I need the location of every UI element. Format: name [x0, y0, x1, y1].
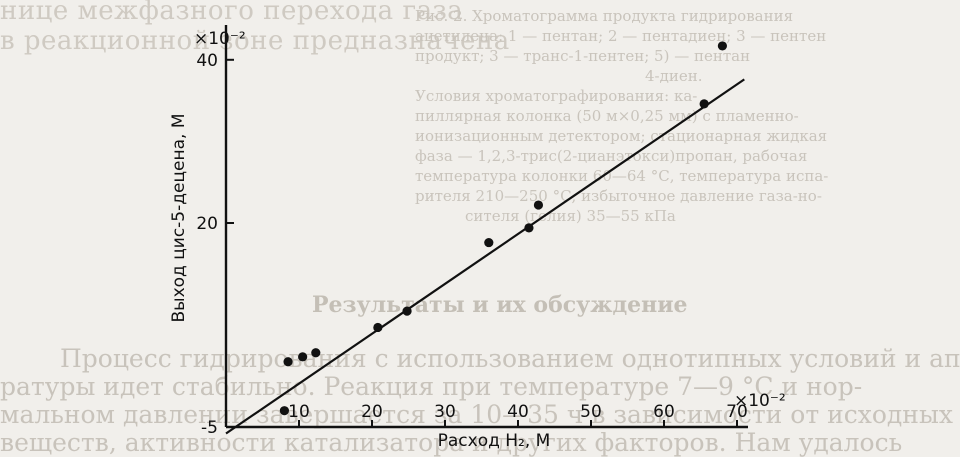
data-point — [279, 406, 289, 416]
caption-line: продукт; 3 — транс-1-пентен; 5) — пентан — [415, 47, 751, 65]
method-line: температура колонки 60—64 °С, температур… — [415, 167, 829, 185]
caption-line: 4-диен. — [645, 67, 703, 85]
caption-line: ацетилена: 1 — пентан; 2 — пентадиен; 3 … — [415, 27, 827, 45]
caption-line: Рис. 2. Хроматограмма продукта гидрирова… — [415, 7, 794, 25]
data-points — [279, 41, 728, 416]
method-line: фаза — 1,2,3-трис(2-цианэтокси)пропан, р… — [415, 147, 808, 165]
method-line: рителя 210—250 °С, избыточное давление г… — [415, 187, 822, 205]
x-tick-label: 10 — [288, 402, 310, 422]
body-line: Процесс гидрирования с использованием од… — [60, 345, 960, 373]
x-tick-label: 60 — [653, 402, 675, 422]
x-tick-label: 50 — [580, 402, 602, 422]
body-paragraph: Процесс гидрирования с использованием од… — [0, 345, 960, 457]
tick-marks — [226, 58, 738, 427]
data-point — [311, 348, 321, 358]
data-point — [402, 306, 412, 316]
data-point — [484, 237, 494, 248]
body-line: веществ, активности катализатора и други… — [0, 429, 903, 457]
method-line: Условия хроматографирования: ка- — [415, 87, 698, 105]
x-multiplier-label: ×10⁻² — [734, 391, 786, 411]
fit-line — [225, 78, 745, 435]
x-tick-label: 70 — [726, 402, 748, 422]
method-line: пиллярная колонка (50 м×0,25 мм) с пламе… — [415, 107, 799, 125]
bg-top-line-1: нице межфазного перехода газа — [0, 0, 464, 26]
method-line: ионизационным детектором; стационарная ж… — [415, 127, 828, 145]
y-multiplier-label: ×10⁻² — [194, 29, 246, 49]
bg-top-line-2: в реакционной зоне предназначена — [0, 26, 510, 56]
x-tick-label: 20 — [361, 402, 383, 422]
x-tick-label: 40 — [507, 402, 529, 422]
x-axis-title: Расход H₂, М — [438, 431, 551, 451]
body-line: мальном давлении завершается за 10—35 ч … — [0, 401, 953, 429]
data-point — [524, 223, 534, 233]
data-point — [717, 41, 728, 51]
data-point — [373, 322, 383, 333]
y-tick-label: -5 — [201, 418, 218, 438]
x-tick-label: 30 — [434, 402, 456, 422]
data-point — [283, 357, 293, 367]
data-point — [533, 200, 544, 210]
body-line: ратуры идет стабильно. Реакция при темпе… — [0, 373, 863, 401]
y-tick-label: 40 — [196, 51, 218, 71]
section-heading: Результаты и их обсуждение — [312, 292, 688, 318]
figure-caption-block: Рис. 2. Хроматограмма продукта гидрирова… — [415, 6, 960, 226]
y-tick-label: 20 — [196, 214, 218, 234]
method-line: сителя (гелия) 35—55 кПа — [465, 207, 676, 225]
y-axis-title: Выход цис-5-децена, М — [169, 113, 189, 322]
tick-labels: 10 20 30 40 50 60 70 -5 20 40 — [196, 51, 747, 438]
data-point — [298, 352, 308, 362]
data-point — [699, 99, 709, 109]
